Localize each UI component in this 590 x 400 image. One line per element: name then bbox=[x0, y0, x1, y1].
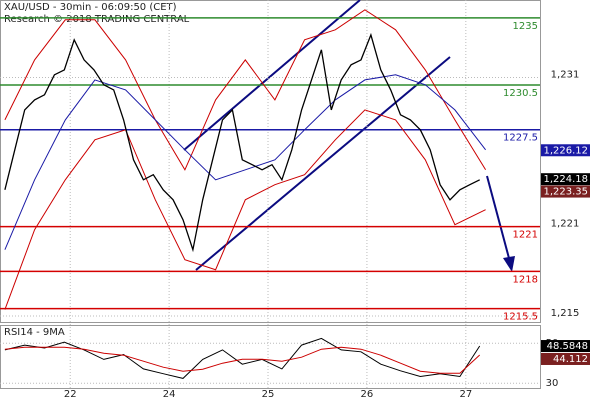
price-line bbox=[4, 74, 486, 250]
y-tick-label: 1,231 bbox=[551, 70, 580, 81]
level-label: 1215.5 bbox=[503, 312, 538, 323]
arrow-head bbox=[503, 256, 515, 272]
price-panel bbox=[0, 0, 541, 323]
price-line bbox=[4, 9, 487, 171]
rsi-line bbox=[4, 346, 481, 374]
x-tick-label: 25 bbox=[262, 389, 275, 400]
chart-subtitle: Research © 2018 TRADING CENTRAL bbox=[4, 14, 190, 25]
price-tag bbox=[541, 185, 590, 198]
y-tick-label: 1,215 bbox=[551, 308, 580, 319]
level-label: 1218 bbox=[513, 274, 538, 285]
price-tag bbox=[541, 144, 590, 157]
level-label: 1221 bbox=[513, 230, 538, 241]
rsi-tag bbox=[541, 352, 590, 365]
rsi-title: RSI14 - 9MA bbox=[4, 327, 65, 338]
chart-title: XAU/USD - 30min - 06:09:50 (CET) bbox=[4, 2, 177, 13]
level-label: 1227.5 bbox=[503, 133, 538, 144]
channel-upper bbox=[183, 0, 361, 151]
rsi-panel bbox=[0, 325, 541, 389]
price-line bbox=[4, 32, 480, 253]
y-tick-label: 1,221 bbox=[551, 219, 580, 230]
rsi-line bbox=[4, 337, 481, 379]
rsi-tag bbox=[541, 340, 590, 353]
price-tag-label: 1,223.35 bbox=[543, 187, 588, 198]
price-tag-label: 1,224.18 bbox=[543, 174, 588, 185]
price-tag-label: 1,226.12 bbox=[543, 145, 588, 156]
x-tick-label: 26 bbox=[361, 389, 374, 400]
level-label: 1230.5 bbox=[503, 88, 538, 99]
x-tick-label: 22 bbox=[64, 389, 77, 400]
trend-channel bbox=[183, 0, 515, 272]
x-tick-label: 24 bbox=[163, 389, 176, 400]
price-tag bbox=[541, 173, 590, 186]
channel-lower bbox=[195, 56, 451, 271]
level-label: 1235 bbox=[513, 21, 538, 32]
rsi-tag-label: 48.5848 bbox=[547, 341, 588, 352]
rsi-tag-label: 44.112 bbox=[553, 354, 588, 365]
x-tick-label: 27 bbox=[459, 389, 472, 400]
price-line bbox=[4, 109, 486, 310]
forecast-arrow bbox=[486, 175, 511, 263]
rsi-tick-label: 30 bbox=[546, 378, 559, 389]
